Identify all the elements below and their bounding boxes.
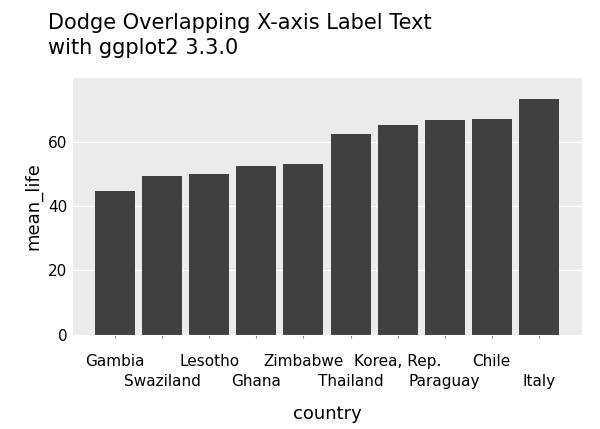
Bar xyxy=(190,174,229,335)
Text: Lesotho: Lesotho xyxy=(179,354,239,369)
Text: Chile: Chile xyxy=(473,354,511,369)
Text: Dodge Overlapping X-axis Label Text
with ggplot2 3.3.0: Dodge Overlapping X-axis Label Text with… xyxy=(48,13,431,57)
Text: Ghana: Ghana xyxy=(232,374,281,389)
Bar xyxy=(283,164,323,335)
Y-axis label: mean_life: mean_life xyxy=(24,162,42,250)
X-axis label: country: country xyxy=(293,405,361,423)
Bar xyxy=(425,121,464,335)
Text: Zimbabwe: Zimbabwe xyxy=(263,354,344,369)
Bar xyxy=(377,125,418,335)
Bar xyxy=(331,134,371,335)
Bar xyxy=(519,99,559,335)
Text: Italy: Italy xyxy=(522,374,556,389)
Text: Thailand: Thailand xyxy=(318,374,383,389)
Bar xyxy=(142,176,182,335)
Bar xyxy=(472,119,512,335)
Bar xyxy=(95,191,135,335)
Bar xyxy=(236,166,277,335)
Text: Korea, Rep.: Korea, Rep. xyxy=(354,354,441,369)
Text: Swaziland: Swaziland xyxy=(124,374,200,389)
Text: Gambia: Gambia xyxy=(85,354,145,369)
Text: Paraguay: Paraguay xyxy=(409,374,481,389)
